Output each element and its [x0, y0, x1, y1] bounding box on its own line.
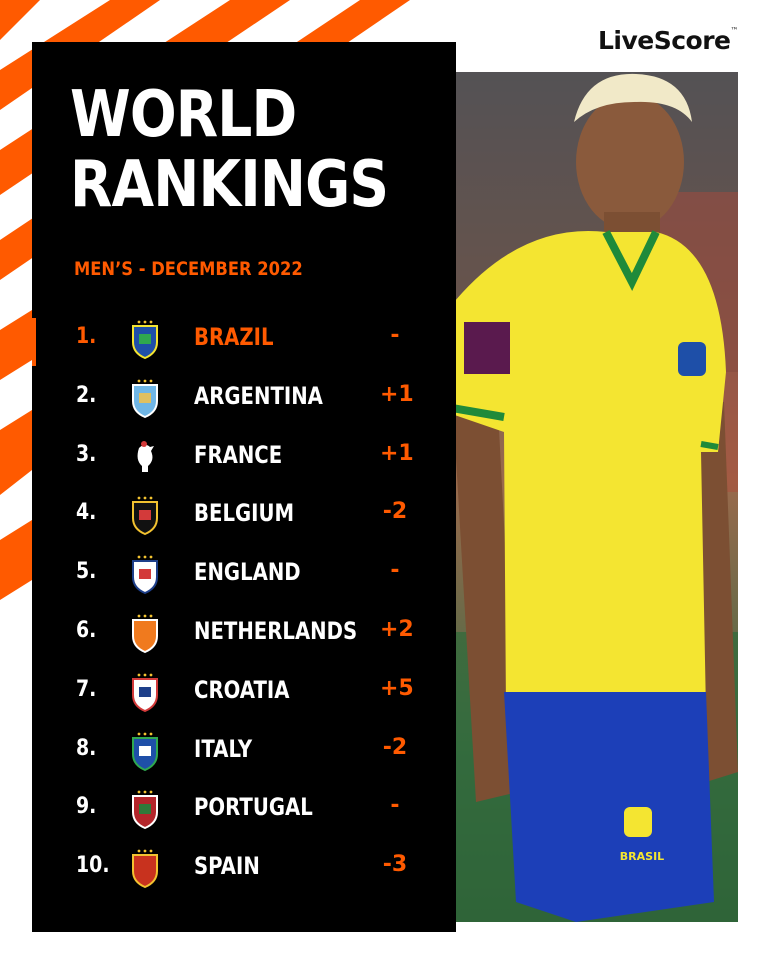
ranking-row: 6. NETHERLANDS +2 [32, 604, 456, 663]
rank-change: +1 [380, 440, 414, 466]
team-name: BELGIUM [194, 499, 295, 528]
ranking-row: 1. BRAZIL - [32, 310, 456, 369]
ranking-row: 7. CROATIA +5 [32, 663, 456, 722]
belgium-crest-icon [130, 496, 160, 536]
livescore-logo: LiveScore™ [597, 26, 739, 55]
team-name: PORTUGAL [194, 793, 313, 822]
rank-change: +1 [380, 381, 414, 407]
ranking-row: 5. ENGLAND - [32, 545, 456, 604]
italy-crest-icon [130, 732, 160, 772]
rank-number: 3. [76, 441, 97, 467]
team-name: ENGLAND [194, 558, 301, 587]
ranking-row: 9. PORTUGAL - [32, 780, 456, 839]
argentina-crest-icon [130, 379, 160, 419]
brand-name: LiveScore [597, 26, 731, 55]
rank-change: +5 [380, 675, 414, 701]
player-photo: BRASIL [456, 72, 738, 922]
team-name: SPAIN [194, 852, 260, 881]
shorts-text: BRASIL [620, 850, 664, 863]
page-title: WORLD RANKINGS [70, 80, 397, 220]
rank-number: 6. [76, 617, 97, 643]
team-name: BRAZIL [194, 323, 274, 351]
rank-change: - [390, 558, 400, 584]
rank-change: +2 [380, 616, 414, 642]
rank-number: 10. [76, 853, 110, 879]
rank-number: 5. [76, 559, 97, 585]
rank-change: - [390, 323, 400, 348]
brand-trademark: ™ [730, 26, 739, 35]
brazil-crest-icon [130, 320, 160, 360]
ranking-row: 2. ARGENTINA +1 [32, 369, 456, 428]
ranking-row: 8. ITALY -2 [32, 722, 456, 781]
rank-change: -3 [382, 852, 408, 878]
ranking-row: 10. SPAIN -3 [32, 839, 456, 898]
team-name: CROATIA [194, 675, 290, 704]
player-illustration: BRASIL [456, 72, 738, 922]
england-crest-icon [130, 555, 160, 595]
rank-number: 7. [76, 676, 97, 702]
rankings-list: 1. BRAZIL - 2. ARGENTINA +1 3. FRANCE +1 4. BEL… [32, 310, 456, 898]
rank-change: -2 [382, 734, 408, 760]
team-name: ARGENTINA [194, 381, 323, 410]
title-line-1: WORLD [70, 78, 297, 152]
rankings-card: WORLD RANKINGS MEN’S - DECEMBER 2022 1. B… [32, 42, 456, 932]
team-name: NETHERLANDS [194, 616, 358, 645]
france-crest-icon [130, 438, 160, 478]
rank-change: - [390, 793, 400, 819]
rank-change: -2 [382, 499, 408, 525]
rank-number: 8. [76, 735, 97, 761]
rank-number: 4. [76, 500, 97, 526]
rank-number: 9. [76, 794, 97, 820]
highlight-bar [32, 318, 36, 366]
rank-number: 1. [76, 324, 97, 349]
team-name: ITALY [194, 734, 253, 763]
rank-number: 2. [76, 382, 97, 408]
ranking-row: 4. BELGIUM -2 [32, 486, 456, 545]
spain-crest-icon [130, 849, 160, 889]
portugal-crest-icon [130, 790, 160, 830]
netherlands-crest-icon [130, 614, 160, 654]
ranking-row: 3. FRANCE +1 [32, 428, 456, 487]
team-name: FRANCE [194, 440, 283, 469]
title-line-2: RANKINGS [70, 148, 389, 222]
croatia-crest-icon [130, 673, 160, 713]
subtitle: MEN’S - DECEMBER 2022 [74, 258, 303, 280]
